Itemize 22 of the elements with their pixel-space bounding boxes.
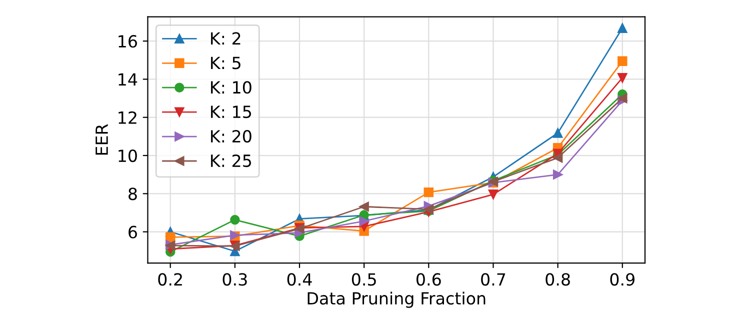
legend-label: K: 2 [211, 32, 240, 45]
x-tick-label: 0.2 [158, 273, 182, 286]
x-axis-title: Data Pruning Fraction [308, 292, 486, 308]
legend-label: K: 15 [211, 106, 252, 118]
legend-label: K: 5 [211, 56, 240, 70]
y-tick-label: 8 [128, 188, 137, 200]
y-tick-label: 10 [118, 149, 137, 162]
x-tick-label: 0.8 [546, 273, 570, 286]
legend-label: K: 10 [211, 81, 252, 94]
x-tick-label: 0.4 [287, 273, 312, 286]
legend-label: K: 25 [211, 154, 252, 168]
y-axis-title: EER [96, 124, 108, 155]
x-tick-label: 0.3 [222, 273, 247, 286]
y-tick-label: 6 [128, 226, 137, 238]
y-tick-label: 12 [118, 111, 136, 124]
x-tick-label: 0.6 [416, 273, 441, 286]
x-tick-label: 0.5 [352, 273, 376, 286]
y-tick-label: 14 [118, 73, 138, 86]
legend-label: K: 20 [211, 130, 252, 143]
x-tick-label: 0.9 [610, 273, 634, 286]
y-tick-label: 16 [118, 35, 137, 48]
x-tick-label: 0.7 [481, 273, 506, 286]
